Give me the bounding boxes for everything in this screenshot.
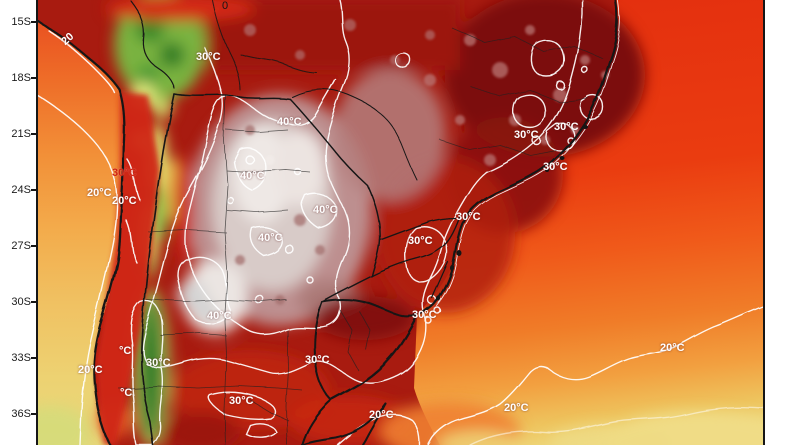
temperature-label: 30°C (305, 354, 330, 366)
temperature-contours (37, 0, 764, 445)
latitude-label: 18S (11, 72, 31, 84)
temperature-label: °C (119, 345, 132, 357)
province-borders (117, 27, 603, 445)
temperature-label: 30°C (514, 129, 539, 141)
latitude-label: 15S (11, 16, 31, 28)
temperature-label: 30°C (196, 51, 221, 63)
latitude-label: 24S (11, 184, 31, 196)
temperature-label: 30°C (112, 167, 137, 179)
temperature-label: 40°C (240, 170, 265, 182)
latitude-label: 30S (11, 296, 31, 308)
axis-tick (31, 21, 37, 23)
temperature-label: 30°C (412, 309, 437, 321)
axis-tick (31, 357, 37, 359)
axis-tick (31, 413, 37, 415)
temperature-label: 0 (222, 0, 229, 12)
latitude-label: 33S (11, 352, 31, 364)
temperature-label: 20°C (112, 195, 137, 207)
country-borders (37, 0, 621, 445)
temperature-label: 20°C (369, 409, 394, 421)
plot-left-border (36, 0, 38, 445)
temperature-label: 30°C (408, 235, 433, 247)
left-margin (0, 0, 36, 445)
temperature-label: 40°C (207, 310, 232, 322)
axis-tick (31, 301, 37, 303)
temperature-label: 40°C (258, 232, 283, 244)
axis-tick (31, 133, 37, 135)
temperature-label: °C (120, 387, 133, 399)
latitude-label: 21S (11, 128, 31, 140)
temperature-label: 30°C (229, 395, 254, 407)
temperature-label: 20°C (660, 342, 685, 354)
temperature-label: 40°C (277, 116, 302, 128)
coastal-islands (436, 125, 588, 301)
plot-right-border (763, 0, 765, 445)
axis-tick (31, 189, 37, 191)
latitude-label: 27S (11, 240, 31, 252)
temperature-label: 30°C (554, 121, 579, 133)
axis-tick (31, 77, 37, 79)
temperature-label: 30°C (146, 357, 171, 369)
axis-tick (31, 245, 37, 247)
temperature-label: 30°C (456, 211, 481, 223)
right-margin (765, 0, 800, 445)
temperature-label: 20°C (78, 364, 103, 376)
temperature-label: 30°C (543, 161, 568, 173)
latitude-label: 36S (11, 408, 31, 420)
temperature-label: 20°C (87, 187, 112, 199)
temperature-label: 20°C (504, 402, 529, 414)
temperature-label: 40°C (313, 204, 338, 216)
